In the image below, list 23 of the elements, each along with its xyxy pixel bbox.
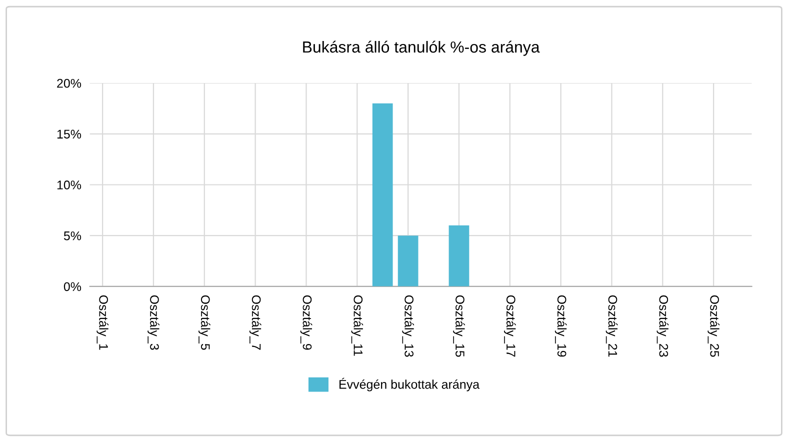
x-tick-label: Osztály_1 xyxy=(96,295,108,350)
y-tick-label: 10% xyxy=(57,180,82,190)
x-tick-label: Osztály_7 xyxy=(249,295,262,350)
y-tick-label: 5% xyxy=(64,231,82,240)
chart-title: Bukásra álló tanulók %-os aránya xyxy=(303,40,540,56)
x-tick-label: Osztály_15 xyxy=(453,295,465,357)
x-tick-label: Osztály_25 xyxy=(708,295,720,357)
x-tick-label: Osztály_19 xyxy=(554,295,567,357)
bar xyxy=(448,225,470,286)
x-tick-label: Osztály_21 xyxy=(606,295,618,357)
x-tick-label: Osztály_23 xyxy=(656,295,669,357)
x-tick-label: Osztály_9 xyxy=(300,295,312,350)
x-tick-label: Osztály_5 xyxy=(198,295,210,350)
y-tick-label: 20% xyxy=(57,78,82,88)
y-tick-label: 15% xyxy=(57,130,82,139)
bar xyxy=(372,103,393,286)
legend-label: Évvégén bukottak aránya xyxy=(340,378,480,392)
bar xyxy=(398,236,418,286)
x-tick-label: Osztály_13 xyxy=(402,295,414,357)
y-tick-label: 0% xyxy=(64,282,82,292)
x-tick-label: Osztály_17 xyxy=(504,295,516,357)
x-tick-label: Osztály_3 xyxy=(148,295,160,350)
x-tick-label: Osztály_11 xyxy=(351,295,364,356)
